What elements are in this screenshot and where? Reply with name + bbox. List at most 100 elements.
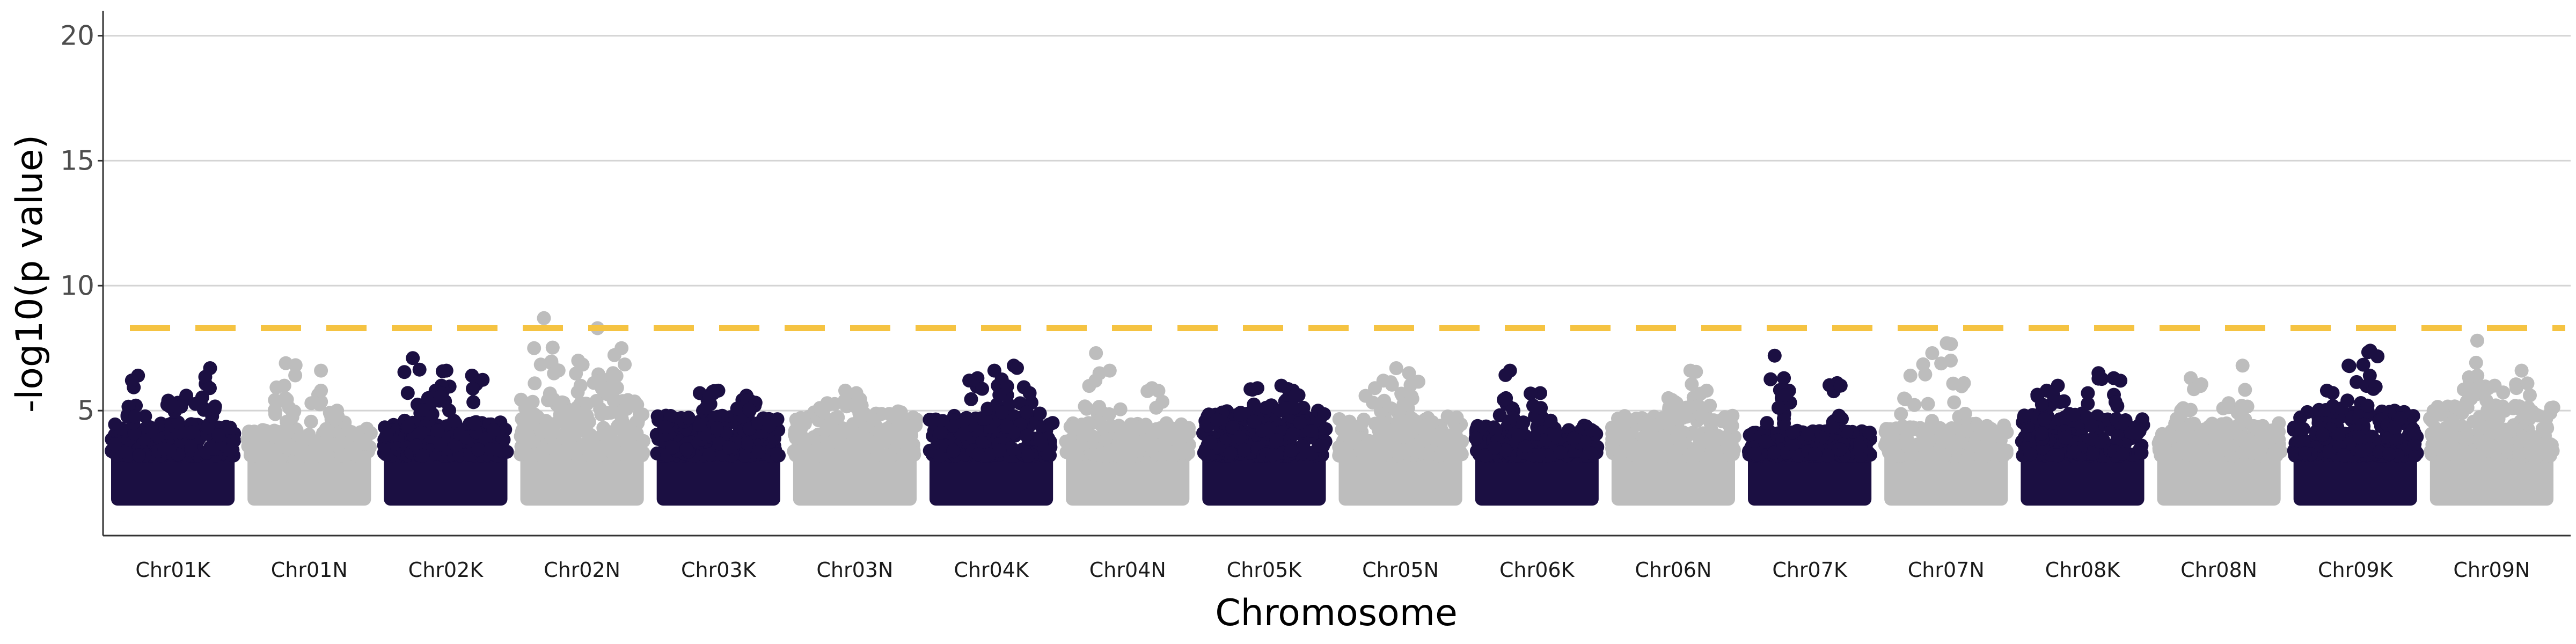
snp-point: [1175, 447, 1190, 460]
snp-point: [1714, 430, 1729, 445]
snp-point: [663, 409, 678, 423]
snp-point: [525, 394, 540, 409]
snp-point: [2475, 421, 2489, 435]
chromosome-points-chr07n: [1878, 336, 2014, 506]
snp-point: [1279, 401, 1293, 415]
x-tick-label-chr09k: Chr09K: [2318, 558, 2394, 582]
snp-point: [1086, 447, 1101, 462]
snp-point: [1137, 433, 1152, 448]
snp-point: [1944, 337, 1958, 352]
snp-point-peak: [1767, 348, 1782, 363]
snp-point: [1760, 416, 1774, 430]
chromosome-points-chr09k: [2287, 343, 2424, 506]
snp-point: [710, 421, 724, 435]
snp-point: [1433, 448, 1448, 462]
snp-point: [959, 411, 974, 425]
snp-point: [1452, 448, 1466, 463]
snp-point: [128, 409, 142, 424]
snp-point: [2085, 432, 2099, 447]
dense-point-band: [793, 450, 917, 506]
chromosome-points-chr07k: [1741, 348, 1877, 506]
snp-point: [1618, 427, 1633, 441]
data-points: [105, 311, 2560, 506]
snp-point: [1119, 446, 1133, 460]
snp-point: [2342, 359, 2357, 374]
x-tick-labels: Chr01K Chr01N Chr02K Chr02N Chr03K Chr03N Chr0…: [135, 558, 2530, 582]
snp-point: [1081, 416, 1096, 430]
x-tick-label-chr07n: Chr07N: [1908, 558, 1985, 582]
snp-point: [1284, 443, 1298, 458]
chromosome-points-chr05n: [1332, 361, 1469, 506]
snp-point: [208, 399, 222, 414]
snp-point: [2543, 437, 2558, 451]
snp-point: [543, 386, 557, 401]
snp-point: [1335, 422, 1349, 437]
snp-point: [1747, 447, 1762, 461]
snp-point: [593, 401, 608, 416]
snp-point: [302, 428, 316, 442]
snp-point: [1907, 398, 1922, 412]
snp-point: [1636, 448, 1651, 463]
snp-point: [1396, 397, 1411, 412]
snp-point: [201, 420, 215, 435]
snp-point: [287, 441, 302, 456]
snp-point: [2183, 403, 2197, 418]
x-tick-label-chr06n: Chr06N: [1635, 558, 1711, 582]
x-axis-title: Chromosome: [1215, 592, 1458, 634]
snp-point: [415, 403, 430, 417]
snp-point: [964, 392, 978, 406]
snp-point: [1317, 407, 1331, 421]
snp-point: [1093, 418, 1108, 431]
snp-point: [1605, 427, 1620, 441]
snp-point: [956, 427, 970, 441]
snp-point: [1010, 361, 1024, 375]
snp-point: [1005, 442, 1020, 456]
snp-point: [554, 430, 568, 445]
snp-point-peak: [1925, 346, 1940, 360]
snp-point: [2446, 438, 2460, 453]
snp-point-peak: [278, 391, 292, 405]
snp-point: [854, 398, 869, 413]
snp-point: [1758, 434, 1772, 449]
snp-point: [442, 403, 456, 418]
snp-point: [819, 422, 833, 437]
snp-point: [2479, 382, 2494, 397]
snp-point: [1033, 406, 1047, 421]
chromosome-points-chr08k: [2015, 366, 2150, 506]
snp-point: [1498, 368, 1513, 382]
snp-point: [223, 420, 237, 435]
chromosome-points-chr02n: [513, 311, 650, 506]
snp-point: [865, 435, 880, 450]
snp-point: [2184, 417, 2198, 431]
snp-point: [1072, 438, 1087, 452]
snp-point: [1992, 443, 2007, 458]
snp-point: [681, 411, 696, 425]
chromosome-points-chr05k: [1196, 378, 1333, 506]
snp-point: [1956, 424, 1971, 438]
snp-point: [433, 437, 448, 452]
snp-point: [334, 448, 349, 463]
snp-point: [268, 403, 282, 417]
x-tick-label-chr04n: Chr04N: [1089, 558, 1166, 582]
snp-point: [560, 415, 574, 430]
snp-point: [466, 395, 481, 409]
snp-point: [533, 357, 548, 372]
snp-point-peak: [1389, 361, 1403, 375]
snp-point: [171, 415, 185, 430]
snp-point: [268, 393, 282, 407]
snp-point: [665, 440, 680, 455]
snp-point: [288, 368, 303, 383]
snp-point: [280, 426, 295, 440]
snp-point: [400, 386, 415, 400]
snp-point: [397, 365, 412, 379]
snp-point: [1691, 442, 1706, 457]
snp-point: [730, 401, 744, 416]
snp-point: [1358, 389, 1373, 403]
dense-point-band: [1202, 450, 1326, 506]
snp-point: [2326, 399, 2340, 413]
snp-point: [909, 412, 924, 427]
snp-point: [108, 437, 122, 451]
snp-point: [1420, 447, 1435, 461]
snp-point: [1411, 375, 1425, 389]
